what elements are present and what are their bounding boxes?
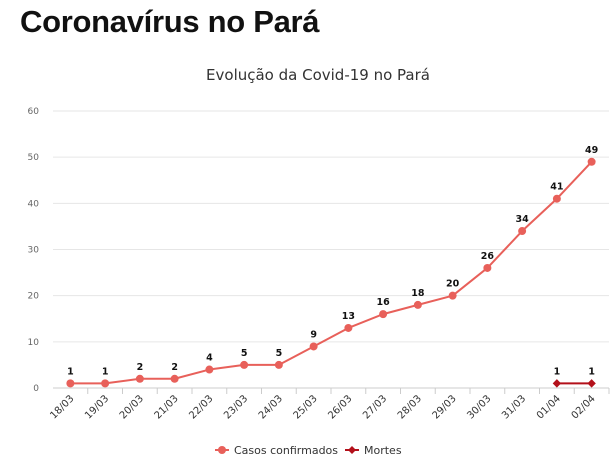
data-point-casos[interactable] <box>240 360 249 369</box>
data-point-casos[interactable] <box>309 342 318 351</box>
x-tick-label: 28/03 <box>396 393 424 421</box>
data-label-mortes: 1 <box>588 366 595 377</box>
x-tick-label: 20/03 <box>118 393 146 421</box>
x-tick-label: 22/03 <box>187 393 215 421</box>
y-tick-label: 0 <box>33 384 39 394</box>
data-label-casos: 49 <box>585 145 598 156</box>
data-point-casos[interactable] <box>448 291 457 300</box>
legend[interactable]: Casos confirmados Mortes <box>215 444 402 457</box>
data-label-casos: 4 <box>206 353 213 364</box>
data-label-casos: 34 <box>516 214 530 225</box>
data-label-casos: 16 <box>377 297 391 308</box>
data-label-casos: 26 <box>481 251 495 262</box>
y-tick-label: 20 <box>28 292 40 302</box>
data-point-casos[interactable] <box>344 323 353 332</box>
data-point-casos[interactable] <box>66 379 75 388</box>
x-tick-label: 21/03 <box>153 393 181 421</box>
data-point-casos[interactable] <box>205 365 214 374</box>
x-tick-label: 29/03 <box>431 393 459 421</box>
series-layer <box>66 157 596 388</box>
gridlines <box>53 110 609 389</box>
data-label-casos: 2 <box>137 362 144 373</box>
data-label-casos: 1 <box>102 366 109 377</box>
data-label-casos: 5 <box>276 348 283 359</box>
y-axis-ticks: 0 10 20 30 40 50 60 <box>28 107 40 394</box>
data-label-casos: 13 <box>342 311 355 322</box>
x-tick-label: 26/03 <box>326 393 354 421</box>
data-label-casos: 41 <box>550 182 563 193</box>
data-point-casos[interactable] <box>587 157 596 166</box>
legend-item-casos[interactable]: Casos confirmados <box>215 444 338 457</box>
data-point-casos[interactable] <box>170 374 179 383</box>
x-tick-label: 01/04 <box>535 393 563 421</box>
data-label-casos: 18 <box>411 288 425 299</box>
y-tick-label: 30 <box>28 246 40 256</box>
data-label-mortes: 1 <box>554 366 561 377</box>
x-tick-label: 02/04 <box>570 393 598 421</box>
data-label-casos: 9 <box>310 329 317 340</box>
series-line-casos <box>70 161 593 385</box>
y-tick-label: 60 <box>28 107 40 117</box>
data-point-casos[interactable] <box>135 374 144 383</box>
y-tick-label: 10 <box>28 338 40 348</box>
x-tick-label: 24/03 <box>257 393 285 421</box>
data-label-casos: 2 <box>171 362 178 373</box>
page-heading: Coronavírus no Pará <box>20 4 320 39</box>
legend-item-mortes[interactable]: Mortes <box>345 444 402 457</box>
legend-marker <box>348 446 356 454</box>
legend-label: Mortes <box>364 444 402 457</box>
x-tick-label: 25/03 <box>292 393 320 421</box>
data-point-casos[interactable] <box>413 300 422 309</box>
data-point-casos[interactable] <box>274 360 283 369</box>
y-tick-label: 50 <box>28 153 40 163</box>
data-point-casos[interactable] <box>552 194 561 203</box>
y-tick-label: 40 <box>28 199 40 209</box>
legend-marker <box>218 446 226 454</box>
data-labels: 1 1 2 2 4 5 5 9 13 16 18 20 26 34 41 49 1 1 <box>67 145 598 378</box>
data-point-casos[interactable] <box>101 379 110 388</box>
x-tick-label: 30/03 <box>465 393 493 421</box>
data-point-mortes[interactable] <box>552 379 562 388</box>
data-point-mortes[interactable] <box>587 379 596 388</box>
data-point-casos[interactable] <box>379 310 388 319</box>
data-point-casos[interactable] <box>483 263 492 272</box>
x-axis-ticks: 18/03 19/03 20/03 21/03 22/03 23/03 24/03 25/03… <box>48 388 610 422</box>
x-tick-label: 23/03 <box>222 393 250 421</box>
legend-label: Casos confirmados <box>234 444 338 457</box>
x-tick-label: 27/03 <box>361 393 389 421</box>
data-label-casos: 20 <box>446 279 460 290</box>
data-label-casos: 5 <box>241 348 248 359</box>
x-tick-label: 31/03 <box>500 393 528 421</box>
data-point-casos[interactable] <box>518 227 527 236</box>
data-label-casos: 1 <box>67 366 74 377</box>
chart-title: Evolução da Covid-19 no Pará <box>206 66 430 84</box>
x-tick-label: 19/03 <box>83 393 111 421</box>
x-tick-label: 18/03 <box>48 393 76 421</box>
